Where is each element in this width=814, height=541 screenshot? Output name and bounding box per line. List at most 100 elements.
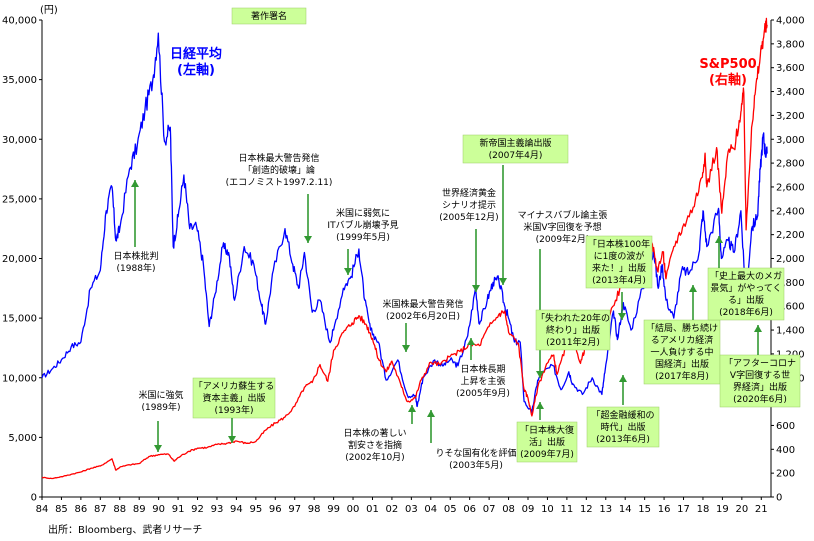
labels: 0 5,000 10,000 15,000 20,000 25,000 30,000 35,0… [2,5,805,515]
y-right-tick-label: 0 [776,493,782,504]
x-tick-label: 87 [94,504,107,515]
x-tick-label: 93 [211,504,224,515]
annotation-text: 日本株批判(1988年) [113,250,158,274]
annotation-arrowhead [408,405,416,412]
annotation-text: 「日本株100年に1度の波が来た！」出版(2013年4月) [588,238,650,286]
annotation-text: 「アフターコロナ V字回復する世界経済」出版(2020年6月) [724,358,796,405]
annotation-text: 「結局、勝ち続けるアメリカ経済一人負けする中国経済」出版(2017年8月) [646,322,718,382]
annotation-text: 日本株長期上昇を主張(2005年9月) [456,363,510,399]
annotation-box [462,134,569,164]
annotation-box [585,235,653,289]
annotation-arrowhead [131,180,139,187]
x-tick-label: 21 [755,504,768,515]
x-tick-label: 16 [658,504,671,515]
annotation-arrowhead [689,285,697,292]
x-tick-label: 84 [36,504,49,515]
annotation-text: 「超金融緩和の時代」出版(2013年6月) [591,409,654,445]
annotation-arrowhead [402,345,410,352]
annotation-box [586,406,660,448]
annotation-text: 「日本株大復活」出版(2009年7月) [520,424,574,460]
annotation-text: 日本株の著しい割安さを指摘(2002年10月) [343,427,406,463]
y-right-tick-label: 2,800 [776,159,805,170]
y-left-tick-label: 40,000 [2,16,37,27]
annotation-arrowhead [467,338,475,345]
y-right-tick-label: 2,600 [776,182,805,193]
annotation-box [231,7,307,25]
annotation-arrowhead [715,236,723,243]
x-tick-label: 88 [113,504,126,515]
y-left-tick-label: 0 [31,493,37,504]
x-tick-label: 94 [230,504,243,515]
x-tick-label: 10 [541,504,554,515]
annotation-arrowhead [754,325,762,332]
annotation-text: 米国に弱気に ITバブル崩壊予見(1999年5月) [327,207,398,243]
x-tick-label: 14 [619,504,632,515]
y-right-tick-label: 3,200 [776,111,805,122]
annotation-text: 日本株最大警告発信「創造的破壊」論(エコノミスト1997.2.11) [226,152,333,188]
x-tick-label: 00 [347,504,360,515]
y-left-tick-label: 5,000 [8,433,37,444]
annotation-text: マイナスバブル論主張米国V字回復を予想(2009年2月) [518,209,608,245]
annotation-box [535,309,611,351]
annotation-arrowhead [427,410,435,417]
annotation-box [707,267,785,321]
x-tick-label: 08 [502,504,515,515]
y-right-tick-label: 400 [776,445,795,456]
x-tick-label: 13 [599,504,612,515]
x-tick-label: 03 [405,504,418,515]
annotation-arrowhead [228,436,236,443]
y-right-tick-label: 200 [776,469,795,480]
x-tick-label: 91 [172,504,185,515]
x-tick-label: 89 [133,504,146,515]
y-left-tick-label: 30,000 [2,135,37,146]
annotation-box [719,354,801,408]
sp500-line [41,17,768,480]
x-tick-label: 05 [444,504,457,515]
annotation-arrowhead [344,268,352,275]
annotation-text: 「アメリカ蘇生する資本主義」出版(1993年) [194,380,275,416]
annotation-text: りそな国有化を評価(2003年5月) [435,447,516,471]
nikkei-series-label: 日経平均(左軸) [170,46,222,78]
x-tick-label: 97 [288,504,301,515]
y-left-tick-label: 35,000 [2,75,37,86]
y-right-tick-label: 2,400 [776,206,805,217]
x-tick-label: 20 [735,504,748,515]
annotation-text: 米国株最大警告発信(2002年6月20日) [382,298,463,322]
x-tick-label: 15 [638,504,651,515]
x-tick-label: 01 [366,504,379,515]
y-right-tick-label: 3,000 [776,135,805,146]
x-tick-label: 96 [269,504,282,515]
x-tick-label: 12 [580,504,593,515]
y-right-tick-label: 3,600 [776,63,805,74]
annotation-box [643,319,721,385]
x-tick-label: 95 [249,504,262,515]
y-right-tick-label: 3,400 [776,87,805,98]
x-tick-label: 85 [55,504,68,515]
x-tick-label: 09 [522,504,535,515]
axes [39,19,774,500]
annotation-box [516,421,578,463]
series [41,17,768,480]
annotation-box [192,377,276,419]
annotation-arrowhead [304,236,312,243]
annotation-text: 著作署名 [251,10,287,22]
x-tick-label: 02 [386,504,399,515]
x-tick-label: 86 [75,504,88,515]
x-tick-label: 98 [308,504,321,515]
x-tick-label: 19 [716,504,729,515]
annotation-text: 「失われた20年の終わり」出版(2011年2月) [536,312,610,348]
x-tick-label: 06 [463,504,476,515]
x-tick-label: 18 [697,504,710,515]
annotation-text: 新帝国主義論出版(2007年4月) [479,137,551,161]
x-tick-label: 17 [677,504,690,515]
y-right-tick-label: 1,400 [776,326,805,337]
y-left-tick-label: 25,000 [2,194,37,205]
annotation-text: 米国に強気(1989年) [138,389,183,413]
y-left-tick-label: 10,000 [2,373,37,384]
y-left-tick-label: 15,000 [2,314,37,325]
y-right-tick-label: 2,200 [776,230,805,241]
y-left-unit-label: (円) [40,5,58,16]
annotation-arrowhead [472,285,480,292]
y-right-tick-label: 2,000 [776,254,805,265]
